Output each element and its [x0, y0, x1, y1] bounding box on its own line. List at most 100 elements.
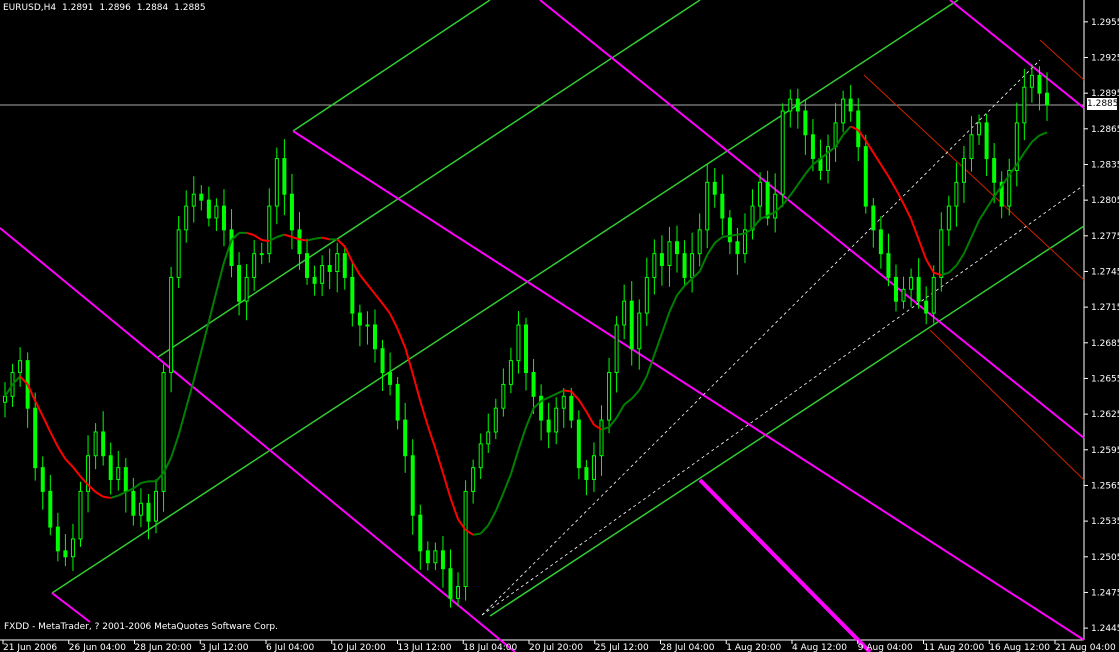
price-tick-label: 1.2745	[1091, 267, 1119, 277]
ma-segment	[864, 140, 875, 154]
pitchfork-median-dashed[interactable]	[481, 59, 1041, 616]
price-tick-label: 1.2955	[1091, 18, 1119, 28]
candle-body	[788, 98, 793, 112]
pitchfork-green-line[interactable]	[489, 225, 1085, 617]
time-tick-label: 21 Aug 04:00	[1055, 643, 1116, 652]
price-tick-label: 1.2685	[1091, 339, 1119, 349]
candle-body	[591, 455, 596, 481]
candle-body	[742, 229, 747, 255]
time-tick-label: 9 Aug 04:00	[858, 643, 913, 652]
candle-body	[3, 395, 7, 403]
candle-body	[727, 217, 732, 243]
ma-segment	[1023, 141, 1033, 154]
ma-segment	[441, 472, 452, 499]
ma-segment	[842, 125, 852, 136]
ma-segment	[291, 236, 300, 241]
candle-body	[803, 110, 808, 136]
candle-body	[146, 502, 151, 522]
pitchfork-magenta-line[interactable]	[51, 592, 91, 623]
ma-segment	[19, 375, 29, 386]
ma-segment	[555, 389, 565, 395]
ma-segment	[691, 270, 701, 280]
moving-average-line	[4, 125, 1048, 536]
price-tick-label: 1.2865	[1091, 125, 1119, 135]
ma-segment	[41, 415, 52, 433]
candle-body	[697, 229, 702, 255]
ma-segment	[1039, 131, 1048, 137]
candle-body	[305, 253, 310, 278]
pitchfork-red-line[interactable]	[863, 74, 1085, 281]
candle-body	[63, 550, 68, 558]
pitchfork-magenta-line[interactable]	[949, 0, 1085, 109]
candle-body	[863, 146, 868, 207]
pitchfork-magenta-line[interactable]	[698, 478, 872, 652]
ma-segment	[246, 231, 255, 237]
candle-body	[440, 550, 445, 570]
ma-segment	[706, 242, 716, 256]
time-tick-label: 21 Jun 2006	[3, 643, 57, 652]
pitchfork-magenta-line[interactable]	[539, 0, 1085, 439]
ma-segment	[276, 233, 285, 238]
pitchfork-red-line[interactable]	[1039, 39, 1085, 81]
candle-body	[924, 300, 929, 314]
pitchfork-magenta-line[interactable]	[0, 227, 516, 652]
candle-body	[939, 229, 944, 278]
price-tick-label: 1.2625	[1091, 410, 1119, 420]
time-tick-label: 11 Aug 20:00	[924, 643, 985, 652]
ma-segment	[117, 491, 127, 497]
axes-layer	[0, 0, 1085, 641]
time-tick-label: 26 Jun 04:00	[69, 643, 126, 652]
time-axis: 21 Jun 2006 26 Jun 04:00 28 Jun 20:00 3 Jul…	[2, 640, 1116, 652]
ma-segment	[781, 194, 792, 206]
candle-body	[826, 146, 831, 171]
ma-segment	[434, 448, 444, 474]
candle-body	[629, 300, 634, 350]
candle-body	[259, 253, 264, 256]
ma-segment	[525, 407, 535, 428]
pitchfork-magenta-line[interactable]	[292, 130, 1085, 641]
ma-segment	[623, 397, 633, 406]
candle-body	[561, 395, 566, 409]
pitchfork-green-line[interactable]	[51, 0, 959, 594]
candle-body	[403, 419, 408, 457]
ma-segment	[774, 204, 784, 213]
candle-body	[750, 205, 755, 231]
ma-segment	[812, 157, 822, 166]
ma-segment	[284, 233, 293, 238]
ma-segment	[1008, 163, 1018, 176]
candle-body	[425, 550, 430, 564]
price-tick-label: 1.2475	[1091, 588, 1119, 598]
candle-body	[984, 122, 989, 160]
ma-segment	[744, 227, 754, 235]
candle-body	[712, 181, 717, 195]
ma-segment	[268, 236, 278, 243]
ma-segment	[630, 389, 641, 400]
candle-body	[758, 181, 763, 207]
ma-segment	[917, 239, 928, 260]
time-tick-label: 25 Jul 12:00	[595, 643, 649, 652]
open-value: 1.2891	[62, 3, 94, 13]
ma-segment	[314, 236, 323, 240]
ma-segment	[26, 383, 37, 402]
candle-body	[569, 395, 574, 421]
andrews-pitchforks[interactable]	[0, 0, 1085, 652]
pitchfork-green-line[interactable]	[292, 0, 491, 132]
candle-body	[33, 407, 38, 469]
candle-body	[607, 372, 612, 421]
candle-body	[418, 514, 423, 552]
ma-segment	[177, 407, 188, 436]
pitchfork-red-line[interactable]	[929, 329, 1085, 481]
ma-segment	[1031, 134, 1041, 143]
candle-body	[161, 372, 166, 492]
ma-segment	[125, 487, 134, 493]
ma-segment	[411, 373, 422, 402]
ma-segment	[540, 396, 550, 402]
ma-segment	[170, 434, 180, 458]
candle-body	[221, 205, 226, 231]
ma-segment	[797, 173, 807, 186]
candle-body	[931, 276, 936, 314]
ma-segment	[668, 294, 678, 313]
time-tick-label: 3 Jul 12:00	[200, 643, 249, 652]
